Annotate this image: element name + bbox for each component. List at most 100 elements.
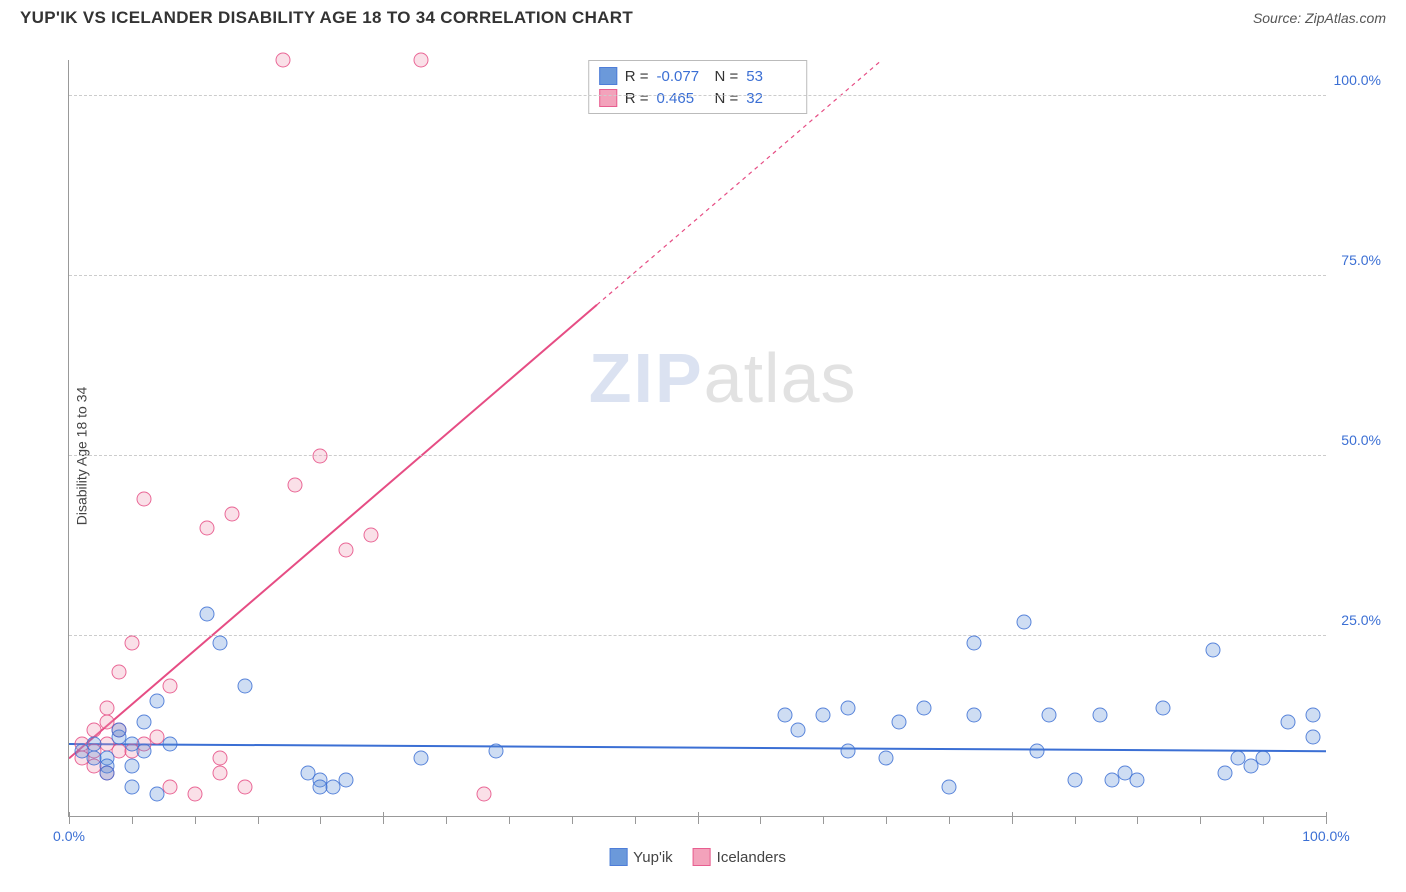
data-point-yupik	[212, 636, 227, 651]
data-point-icelanders	[162, 679, 177, 694]
xtick	[132, 816, 133, 824]
xtick	[195, 816, 196, 824]
data-point-icelanders	[137, 492, 152, 507]
stats-row-yupik: R = -0.077 N = 53	[599, 65, 797, 87]
chart-title: YUP'IK VS ICELANDER DISABILITY AGE 18 TO…	[20, 8, 633, 28]
data-point-yupik	[99, 765, 114, 780]
xtick	[383, 812, 384, 824]
stats-box: R = -0.077 N = 53 R = 0.465 N = 32	[588, 60, 808, 114]
data-point-yupik	[124, 780, 139, 795]
chart-container: Disability Age 18 to 34 ZIPatlas R = -0.…	[20, 40, 1386, 872]
gridline	[69, 635, 1326, 636]
legend-swatch-icelanders	[693, 848, 711, 866]
data-point-yupik	[200, 607, 215, 622]
data-point-yupik	[1306, 729, 1321, 744]
data-point-yupik	[87, 737, 102, 752]
data-point-icelanders	[476, 787, 491, 802]
data-point-icelanders	[200, 521, 215, 536]
xtick	[698, 812, 699, 824]
stat-r-label: R =	[625, 90, 649, 107]
data-point-yupik	[941, 780, 956, 795]
data-point-yupik	[879, 751, 894, 766]
swatch-icelanders	[599, 89, 617, 107]
xtick	[1263, 816, 1264, 824]
data-point-yupik	[1017, 614, 1032, 629]
data-point-yupik	[149, 787, 164, 802]
gridline	[69, 455, 1326, 456]
data-point-icelanders	[275, 53, 290, 68]
ytick-label: 100.0%	[1334, 72, 1381, 88]
data-point-icelanders	[99, 701, 114, 716]
xtick	[1326, 812, 1327, 824]
data-point-yupik	[1029, 744, 1044, 759]
xtick	[572, 816, 573, 824]
legend-label-icelanders: Icelanders	[717, 849, 786, 866]
data-point-icelanders	[338, 542, 353, 557]
data-point-icelanders	[124, 636, 139, 651]
xtick	[760, 816, 761, 824]
ytick-label: 50.0%	[1341, 432, 1381, 448]
data-point-yupik	[778, 708, 793, 723]
data-point-yupik	[1205, 643, 1220, 658]
data-point-yupik	[237, 679, 252, 694]
data-point-icelanders	[237, 780, 252, 795]
data-point-yupik	[137, 744, 152, 759]
data-point-yupik	[1092, 708, 1107, 723]
data-point-yupik	[967, 636, 982, 651]
data-point-yupik	[891, 715, 906, 730]
data-point-yupik	[841, 701, 856, 716]
data-point-yupik	[338, 773, 353, 788]
data-point-icelanders	[313, 449, 328, 464]
data-point-icelanders	[225, 506, 240, 521]
data-point-yupik	[1218, 765, 1233, 780]
data-point-yupik	[112, 722, 127, 737]
xtick	[446, 816, 447, 824]
watermark: ZIPatlas	[589, 338, 857, 418]
xtick-label: 0.0%	[53, 828, 85, 844]
data-point-yupik	[1130, 773, 1145, 788]
gridline	[69, 275, 1326, 276]
swatch-yupik	[599, 67, 617, 85]
data-point-yupik	[1067, 773, 1082, 788]
data-point-yupik	[791, 722, 806, 737]
data-point-icelanders	[112, 665, 127, 680]
xtick	[1075, 816, 1076, 824]
data-point-yupik	[87, 751, 102, 766]
data-point-icelanders	[413, 53, 428, 68]
stat-n-yupik: 53	[746, 68, 796, 85]
data-point-yupik	[1256, 751, 1271, 766]
data-point-yupik	[489, 744, 504, 759]
data-point-yupik	[967, 708, 982, 723]
stat-r-yupik: -0.077	[657, 68, 707, 85]
stats-row-icelanders: R = 0.465 N = 32	[599, 87, 797, 109]
xtick	[886, 816, 887, 824]
xtick	[635, 816, 636, 824]
xtick	[320, 816, 321, 824]
xtick	[1200, 816, 1201, 824]
legend-item-icelanders: Icelanders	[693, 848, 786, 866]
source-prefix: Source:	[1253, 10, 1305, 26]
bottom-legend: Yup'ik Icelanders	[609, 848, 786, 866]
xtick-label: 100.0%	[1302, 828, 1349, 844]
xtick	[1137, 816, 1138, 824]
regression-lines	[69, 60, 1326, 816]
data-point-yupik	[916, 701, 931, 716]
data-point-icelanders	[212, 751, 227, 766]
data-point-icelanders	[212, 765, 227, 780]
xtick	[823, 816, 824, 824]
legend-label-yupik: Yup'ik	[633, 849, 673, 866]
data-point-icelanders	[288, 477, 303, 492]
data-point-yupik	[816, 708, 831, 723]
stat-r-label: R =	[625, 68, 649, 85]
stat-n-label: N =	[715, 68, 739, 85]
xtick	[1012, 812, 1013, 824]
data-point-icelanders	[187, 787, 202, 802]
gridline	[69, 95, 1326, 96]
legend-item-yupik: Yup'ik	[609, 848, 673, 866]
data-point-yupik	[162, 737, 177, 752]
data-point-yupik	[841, 744, 856, 759]
data-point-yupik	[1042, 708, 1057, 723]
source-name: ZipAtlas.com	[1305, 10, 1386, 26]
data-point-icelanders	[363, 528, 378, 543]
data-point-yupik	[413, 751, 428, 766]
